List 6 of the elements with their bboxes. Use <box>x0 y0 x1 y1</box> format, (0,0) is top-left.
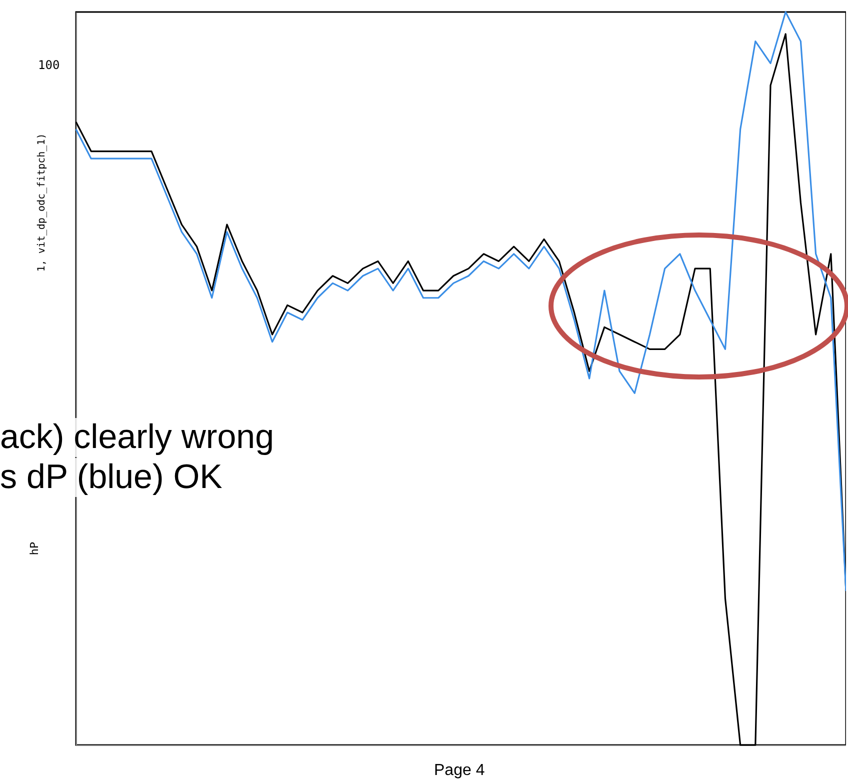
annotation: s dP (blue) OK <box>0 458 222 497</box>
annotation: ack) clearly wrong <box>0 418 274 457</box>
y-axis-title: 1, vit_dp_odc_fitpch_1) <box>36 133 48 272</box>
text: hP <box>28 542 42 556</box>
text: 100 <box>38 58 60 72</box>
text: Page 4 <box>434 762 485 780</box>
